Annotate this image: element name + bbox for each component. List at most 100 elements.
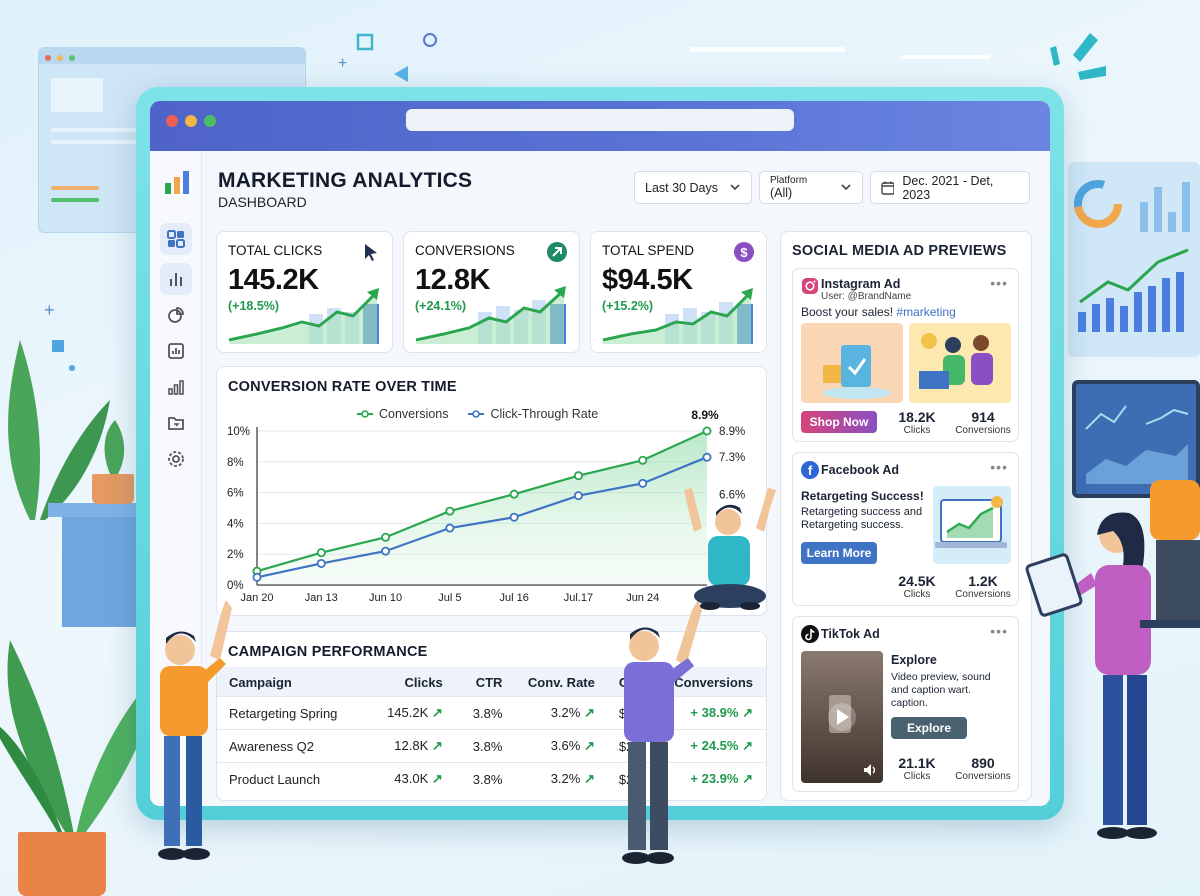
- date-range-dropdown[interactable]: Last 30 Days: [634, 171, 752, 204]
- close-dot[interactable]: [166, 115, 178, 127]
- ad-clicks-label: Clicks: [903, 771, 931, 782]
- background-monitor: [1068, 162, 1200, 357]
- arrow-up-icon: ↗: [742, 771, 753, 786]
- more-icon[interactable]: •••: [990, 623, 1008, 639]
- clicks-cell: 12.8K ↗: [374, 729, 453, 763]
- kpi-label: CONVERSIONS: [415, 243, 515, 258]
- background-screen: [1072, 380, 1200, 498]
- kpi-card-spend[interactable]: TOTAL SPEND $94.5K (+15.2%) $: [590, 231, 767, 353]
- platform-label: Platform: [770, 175, 808, 186]
- ctr-cell: 3.8%: [452, 729, 511, 763]
- browser-window: MARKETING ANALYTICS DASHBOARD Last 30 Da…: [150, 101, 1050, 806]
- sidebar-item-files[interactable]: [160, 407, 192, 439]
- address-bar[interactable]: [406, 109, 794, 131]
- legend-marker-ctr: [468, 410, 485, 418]
- main-content: MARKETING ANALYTICS DASHBOARD Last 30 Da…: [202, 151, 1050, 806]
- x-tick-label: Jan 20: [240, 592, 273, 604]
- conv-rate-value: 3.2%: [550, 771, 581, 786]
- kpi-value: 145.2K: [228, 264, 319, 296]
- right-value-label: 6.6%: [719, 490, 745, 502]
- kpi-value: 12.8K: [415, 264, 490, 296]
- column-header[interactable]: Conv. Rate: [510, 667, 607, 697]
- conversion-chart: 10% 8% 6% 4% 2% 0%Jan 20 Jan 13 Jun 10 Jul 5 Jul …: [227, 408, 745, 604]
- x-tick-label: Jun 24: [626, 592, 659, 604]
- video-preview[interactable]: [801, 651, 883, 783]
- conv-rate-cell: 3.2% ↗: [510, 696, 607, 730]
- column-header[interactable]: Clicks: [374, 667, 453, 697]
- ad-conversions-label: Conversions: [955, 771, 1011, 782]
- sidebar-item-signals[interactable]: [160, 371, 192, 403]
- conversions-area: [257, 431, 707, 585]
- play-icon[interactable]: [801, 651, 883, 783]
- data-point: [638, 455, 648, 465]
- facebook-ad-card[interactable]: f Facebook Ad ••• Retargeting Success! R…: [792, 452, 1019, 606]
- campaign-title: CAMPAIGN PERFORMANCE: [228, 644, 428, 660]
- arrow-up-icon: ↗: [583, 771, 595, 786]
- data-point: [638, 478, 648, 488]
- x-tick-label: Jan 13: [305, 592, 338, 604]
- kpi-card-conversions[interactable]: CONVERSIONS 12.8K (+24.1%): [403, 231, 580, 353]
- arrow-up-icon: ↗: [431, 738, 443, 753]
- date-picker[interactable]: Dec. 2021 - Det, 2023: [870, 171, 1030, 204]
- ad-name: Instagram Ad: [821, 277, 901, 291]
- ad-clicks-label: Clicks: [903, 589, 931, 600]
- campaign-name: Product Launch: [217, 762, 375, 795]
- ad-handle: User: @BrandName: [821, 291, 912, 302]
- conversions-cell: + 24.5% ↗: [657, 729, 766, 763]
- ad-conversions-label: Conversions: [955, 425, 1011, 436]
- clicks-value: 145.2K: [387, 705, 429, 720]
- logo-icon: [164, 169, 190, 200]
- right-value-label: 7.3%: [719, 452, 745, 464]
- sidebar-item-dashboard[interactable]: [160, 223, 192, 255]
- instagram-ad-card[interactable]: Instagram Ad User: @BrandName ••• Boost …: [792, 268, 1019, 442]
- right-value-label: 8.9%: [719, 426, 745, 438]
- column-header[interactable]: Campaign: [217, 667, 375, 697]
- maximize-dot[interactable]: [204, 115, 216, 127]
- ad-caption-text: Boost your sales!: [801, 305, 897, 319]
- shop-now-button[interactable]: Shop Now: [801, 411, 877, 433]
- campaign-name: Retargeting Spring: [217, 696, 375, 730]
- conv-rate-value: 3.2%: [550, 705, 581, 720]
- arrow-up-icon: ↗: [742, 705, 753, 720]
- x-tick-label: Jun 10: [369, 592, 402, 604]
- svg-text:$: $: [740, 245, 748, 260]
- learn-more-button[interactable]: Learn More: [801, 542, 877, 564]
- dashboard-frame: MARKETING ANALYTICS DASHBOARD Last 30 Da…: [136, 87, 1064, 820]
- person-pointing-left: [158, 600, 232, 860]
- y-tick-label: 6%: [227, 488, 244, 500]
- data-point: [573, 491, 583, 501]
- small-plant-pot: [92, 474, 134, 504]
- more-icon[interactable]: •••: [990, 275, 1008, 291]
- ad-headline: Retargeting Success!: [801, 489, 924, 503]
- ad-hashtag: #marketing: [896, 305, 956, 319]
- cabinet: [62, 517, 142, 627]
- person-celebrating: [684, 488, 776, 610]
- y-tick-label: 0%: [227, 580, 244, 592]
- sidebar-item-settings[interactable]: [160, 443, 192, 475]
- campaign-name: Awareness Q2: [217, 729, 375, 763]
- person-pointing-center: [622, 600, 702, 864]
- ad-headline: Explore: [891, 653, 937, 667]
- platform-dropdown[interactable]: Platform (All): [759, 171, 863, 204]
- explore-button[interactable]: Explore: [891, 717, 967, 739]
- sidebar-item-segments[interactable]: [160, 299, 192, 331]
- column-header[interactable]: CTR: [452, 667, 511, 697]
- social-title: SOCIAL MEDIA AD PREVIEWS: [792, 243, 1007, 259]
- svg-text:f: f: [808, 463, 813, 478]
- series-line-ctr: [256, 456, 708, 579]
- column-header[interactable]: Conversions: [657, 667, 766, 697]
- minimize-dot[interactable]: [185, 115, 197, 127]
- ad-name: Facebook Ad: [821, 463, 900, 477]
- sidebar-item-reports[interactable]: [160, 335, 192, 367]
- tiktok-ad-card[interactable]: TikTok Ad ••• Explore Video preview, sou…: [792, 616, 1019, 792]
- dollar-icon: $: [734, 242, 754, 262]
- sound-icon[interactable]: [863, 763, 877, 777]
- date-picker-value: Dec. 2021 - Det, 2023: [902, 173, 994, 202]
- more-icon[interactable]: •••: [990, 459, 1008, 475]
- kpi-card-clicks[interactable]: TOTAL CLICKS 145.2K (+18.5%): [216, 231, 393, 353]
- table-row[interactable]: Awareness Q2 12.8K ↗ 3.8% 3.6% ↗ $2 + 24…: [217, 729, 766, 763]
- series-line-conversions: [256, 429, 708, 573]
- sidebar-item-analytics[interactable]: [160, 263, 192, 295]
- legend-ctr: Click-Through Rate: [490, 407, 599, 421]
- arrow-up-icon: ↗: [431, 771, 443, 786]
